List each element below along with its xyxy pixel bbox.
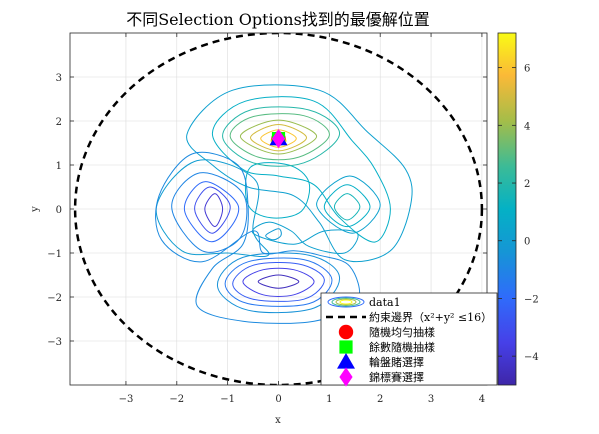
legend-label: 隨機均勻抽樣 — [369, 325, 435, 339]
chart-title: 不同Selection Options找到的最優解位置 — [126, 10, 430, 29]
colorbar-tick-label: 2 — [524, 179, 530, 190]
contour-line — [249, 123, 308, 152]
legend-label: data1 — [369, 296, 401, 309]
x-tick-label: 1 — [326, 394, 332, 405]
y-tick-label: 2 — [56, 117, 62, 128]
x-tick-label: −2 — [169, 394, 184, 405]
contour-line — [251, 221, 359, 254]
legend-label: 約束邊界（x²+y² ≤16） — [369, 310, 492, 324]
contour-line — [232, 262, 325, 302]
x-tick-label: 2 — [377, 394, 383, 405]
x-tick-label: 3 — [428, 394, 434, 405]
contour-line — [171, 172, 248, 253]
legend-contour-swatch — [339, 299, 353, 305]
triangle-marker — [337, 353, 355, 369]
contour-line — [211, 96, 391, 243]
y-tick-label: −1 — [47, 249, 62, 260]
contour-line — [316, 175, 381, 234]
circle-marker — [338, 324, 354, 340]
colorbar: −4 −2 0 2 4 6 — [497, 32, 539, 386]
y-axis: −3 −2 −1 0 1 2 3 — [47, 73, 487, 348]
contour-line — [229, 113, 330, 161]
x-tick-label: −1 — [220, 394, 235, 405]
y-axis-label: y — [30, 206, 41, 213]
y-tick-label: −2 — [47, 293, 62, 304]
contour-line — [323, 184, 371, 228]
contour-line — [257, 274, 300, 289]
y-tick-label: −3 — [47, 337, 62, 348]
contour-line — [204, 193, 224, 228]
optimum-markers — [269, 129, 288, 149]
legend-label: 錦標賽選擇 — [369, 370, 424, 384]
colorbar-tick-label: 6 — [524, 64, 530, 75]
y-tick-label: 0 — [56, 205, 62, 216]
constraint-boundary-ellipse — [73, 33, 484, 385]
contour-line — [265, 228, 282, 241]
legend-contour-swatch — [331, 297, 361, 307]
colorbar-tick-label: 0 — [524, 237, 530, 248]
x-tick-label: 0 — [275, 394, 281, 405]
legend-box — [320, 292, 498, 386]
contour-line — [183, 181, 240, 243]
x-tick-label: −3 — [119, 394, 134, 405]
legend-label: 輪盤賭選擇 — [369, 355, 424, 369]
contour-line — [194, 186, 231, 234]
legend-label: 餘數隨機抽樣 — [369, 340, 435, 354]
contour-line — [216, 252, 341, 314]
colorbar-gradient — [497, 32, 517, 386]
legend-contour-swatch — [335, 298, 357, 306]
legend-contour-swatch — [327, 296, 365, 308]
contour-lines — [155, 84, 413, 324]
contour-line — [242, 267, 315, 297]
contour-line — [224, 257, 333, 307]
contour-line — [222, 106, 341, 167]
colorbar-ticks: −4 −2 0 2 4 6 — [498, 64, 539, 363]
contour-line — [239, 119, 318, 155]
x-tick-label: 4 — [479, 394, 485, 405]
colorbar-tick-label: 4 — [524, 121, 530, 132]
diamond-marker — [339, 367, 353, 387]
colorbar-tick-label: −2 — [524, 294, 539, 305]
contour-line — [186, 84, 413, 263]
x-axis-label: x — [275, 415, 281, 426]
y-tick-label: 1 — [56, 161, 62, 172]
contour-line — [260, 129, 297, 148]
diamond-marker — [271, 129, 286, 149]
y-tick-label: 3 — [56, 73, 62, 84]
colorbar-tick-label: −4 — [524, 352, 539, 363]
square-marker — [339, 340, 353, 354]
contour-line — [333, 193, 361, 221]
